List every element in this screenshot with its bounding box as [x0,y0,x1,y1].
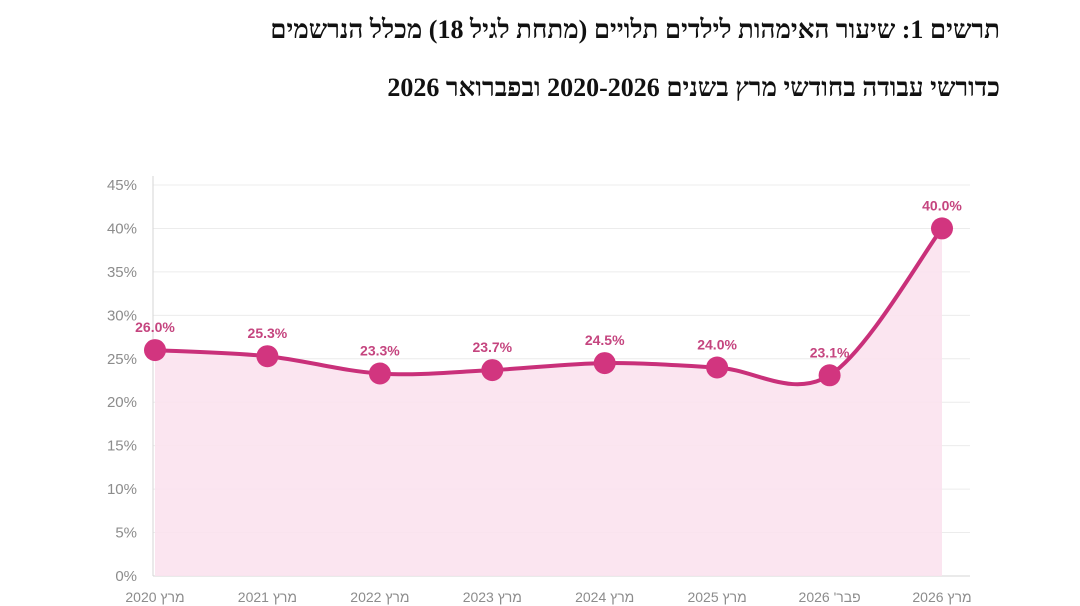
data-label: 40.0% [922,197,962,213]
data-point-marker [144,339,166,362]
y-tick-label: 5% [115,525,137,542]
y-tick-label: 20% [107,394,137,411]
data-label: 26.0% [135,319,175,335]
data-label: 24.0% [697,337,737,353]
data-point-marker [368,362,391,385]
y-tick-label: 10% [107,481,137,498]
x-tick-label: מרץ 2021 [238,589,297,605]
y-tick-label: 25% [107,351,137,368]
data-point-markers [144,217,953,387]
y-axis: 0% 5% 10% 15% 20% 25% 30% 35% 40% 45% [107,176,154,585]
data-label: 23.7% [472,339,512,355]
x-tick-label: מרץ 2025 [687,589,746,605]
y-tick-label: 30% [107,307,137,324]
data-label: 23.3% [360,343,400,359]
data-point-marker [593,352,616,375]
x-tick-label: פבר' 2026 [799,589,861,605]
data-labels: 26.0% 25.3% 23.3% 23.7% 24.5% 24.0% 23.1% 40.0% [135,197,962,360]
y-tick-label: 35% [107,264,137,281]
chart-title-line-1: תרשים 1: שיעור האימהות לילדים תלויים (מת… [270,15,1000,44]
data-point-marker [818,364,841,387]
x-axis: מרץ 2020 מרץ 2021 מרץ 2022 מרץ 2023 מרץ 2024… [125,589,971,605]
x-tick-label: מרץ 2023 [463,589,522,605]
y-tick-label: 0% [115,568,137,585]
x-tick-label: מרץ 2020 [125,589,184,605]
data-label: 23.1% [810,344,850,360]
y-tick-label: 45% [107,177,137,194]
series-area [155,228,942,576]
y-tick-label: 15% [107,438,137,455]
data-point-marker [481,359,504,382]
x-tick-label: מרץ 2022 [350,589,409,605]
y-tick-label: 40% [107,220,137,237]
data-point-marker [706,356,729,379]
data-point-marker [931,217,953,240]
data-point-marker [256,345,279,368]
x-tick-label: מרץ 2026 [912,589,971,605]
chart-title-line-2: כדורשי עבודה בחודשי מרץ בשנים 2020-2026 … [387,73,1000,102]
x-tick-label: מרץ 2024 [575,589,634,605]
data-label: 25.3% [248,325,288,341]
data-label: 24.5% [585,332,625,348]
